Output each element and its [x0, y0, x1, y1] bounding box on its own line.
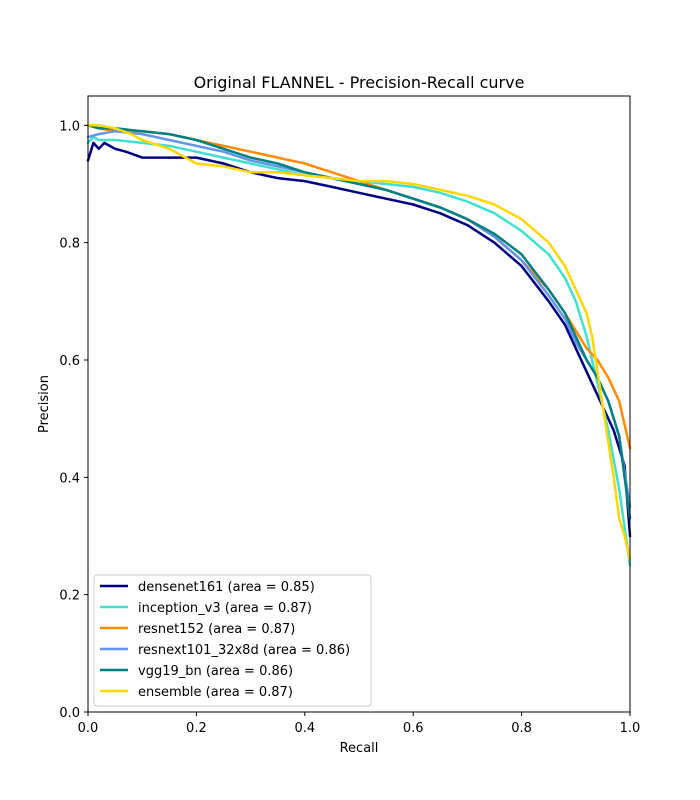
- x-axis-label: Recall: [340, 741, 379, 756]
- y-tick-label: 1.0: [59, 119, 80, 134]
- y-axis-ticks: 0.0 0.2 0.4 0.6 0.8 1.0: [59, 119, 88, 721]
- legend-label-1: inception_v3 (area = 0.87): [138, 601, 312, 616]
- series-group: [86, 124, 632, 567]
- series-line-5: [86, 124, 632, 561]
- legend-frame: [93, 574, 372, 707]
- series-line-1: [86, 135, 632, 567]
- y-tick-label: 0.0: [59, 706, 80, 721]
- plot-area: [86, 95, 632, 713]
- plot-frame: [87, 95, 631, 713]
- series-line-2: [86, 124, 632, 450]
- x-tick-label: 0.6: [403, 721, 424, 736]
- legend-label-3: resnext101_32x8d (area = 0.86): [138, 643, 350, 658]
- y-tick-label: 0.6: [59, 354, 80, 369]
- chart-title: Original FLANNEL - Precision-Recall curv…: [194, 73, 525, 92]
- legend-items: densenet161 (area = 0.85) inception_v3 (a…: [100, 580, 350, 700]
- series-line-3: [86, 129, 632, 508]
- series-line-0: [86, 141, 632, 538]
- x-axis-ticks: 0.0 0.2 0.4 0.6 0.8 1.0: [78, 712, 641, 736]
- x-tick-label: 0.0: [78, 721, 99, 736]
- x-tick-label: 0.4: [294, 721, 315, 736]
- x-tick-label: 0.2: [186, 721, 207, 736]
- x-tick-label: 1.0: [620, 721, 641, 736]
- legend: densenet161 (area = 0.85) inception_v3 (a…: [93, 574, 372, 707]
- y-tick-label: 0.4: [59, 471, 80, 486]
- legend-label-2: resnet152 (area = 0.87): [138, 622, 295, 637]
- legend-label-5: ensemble (area = 0.87): [138, 685, 293, 700]
- series-line-4: [86, 124, 632, 520]
- x-tick-label: 0.8: [511, 721, 532, 736]
- y-tick-label: 0.2: [59, 589, 80, 604]
- y-tick-label: 0.8: [59, 237, 80, 252]
- legend-label-0: densenet161 (area = 0.85): [138, 580, 315, 595]
- y-axis-label: Precision: [37, 375, 52, 433]
- legend-label-4: vgg19_bn (area = 0.86): [138, 664, 293, 679]
